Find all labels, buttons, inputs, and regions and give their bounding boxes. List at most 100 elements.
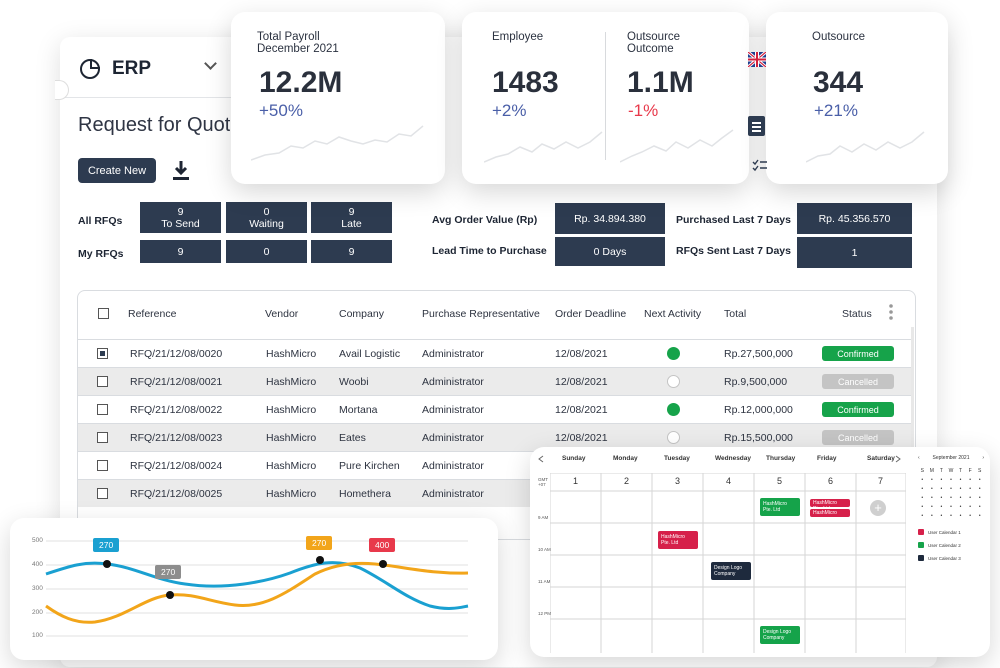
header-purchase-rep[interactable]: Purchase Representative [422,308,540,320]
mini-date-cell[interactable]: • [921,513,924,519]
calendar-user-item[interactable]: User Calendar 3 [918,555,984,561]
calendar-date[interactable]: 5 [777,476,783,486]
kpi-card-employee[interactable]: Employee 1483 +2% Outsource Outcome 1.1M… [462,12,749,184]
calendar-date[interactable]: 4 [726,476,732,486]
mini-date-cell[interactable]: • [978,477,981,483]
mini-date-cell[interactable]: • [940,504,943,510]
mini-date-cell[interactable]: • [930,477,933,483]
table-row[interactable]: RFQ/21/12/08/0024 HashMicro Pure Kirchen Ad… [78,451,914,479]
chevron-right-icon[interactable] [895,455,901,463]
mini-date-cell[interactable]: • [930,504,933,510]
mini-date-cell[interactable]: • [921,495,924,501]
download-icon[interactable] [172,159,190,183]
clock-icon[interactable] [667,347,680,360]
stat-waiting[interactable]: 0 Waiting [226,202,307,233]
row-checkbox[interactable] [97,488,108,499]
table-row[interactable]: RFQ/21/12/08/0021 HashMicro Woobi Administr… [78,367,914,395]
header-order-deadline[interactable]: Order Deadline [555,308,627,320]
mini-date-cell[interactable]: • [950,504,952,510]
header-vendor[interactable]: Vendor [265,308,299,320]
mini-date-cell[interactable]: • [950,477,952,483]
header-next-activity[interactable]: Next Activity [644,308,702,320]
mini-date-cell[interactable]: • [950,495,952,501]
kpi-card-payroll[interactable]: Total Payroll December 2021 12.2M +50% [231,12,445,184]
calendar-event[interactable]: HashMicro Pte. Ltd [658,531,698,549]
add-event-button[interactable]: + [870,500,886,516]
mini-date-cell[interactable]: • [959,495,962,501]
sidebar-toggle[interactable] [55,80,69,100]
chevron-down-icon[interactable] [204,57,217,70]
mini-date-cell[interactable]: • [969,513,972,519]
stat-my-to-send[interactable]: 9 [140,240,221,263]
chevron-left-icon[interactable]: ‹ [918,455,920,461]
clock-icon[interactable] [667,431,680,444]
calendar-user-item[interactable]: User Calendar 2 [918,542,984,548]
header-status[interactable]: Status [842,308,872,320]
calendar-event[interactable]: Design Logo Company [711,562,751,580]
stat-to-send[interactable]: 9 To Send [140,202,221,233]
mini-date-cell[interactable]: • [959,504,962,510]
calendar-date[interactable]: 1 [573,476,579,486]
mini-date-cell[interactable]: • [969,495,972,501]
select-all-checkbox[interactable] [98,308,109,319]
table-scrollbar[interactable] [911,327,914,527]
mini-date-cell[interactable]: • [921,486,924,492]
stat-my-waiting[interactable]: 0 [226,240,307,263]
calendar-event[interactable]: HashMicro [810,509,850,517]
calendar-event[interactable]: Design Logo Company [760,626,800,644]
row-checkbox[interactable] [97,376,108,387]
mini-date-cell[interactable]: • [978,504,981,510]
checklist-icon[interactable] [752,159,768,175]
stat-my-late[interactable]: 9 [311,240,392,263]
app-switcher[interactable]: ERP [60,37,240,99]
mini-date-cell[interactable]: • [940,477,943,483]
mini-date-cell[interactable]: • [978,513,981,519]
calendar-date[interactable]: 3 [675,476,681,486]
mini-date-cell[interactable]: • [940,495,943,501]
calendar-event[interactable]: HashMicro Pte. Ltd [810,499,850,512]
mini-date-cell[interactable]: • [950,486,952,492]
calendar-user-item[interactable]: User Calendar 1 [918,529,984,535]
clock-icon[interactable] [667,403,680,416]
mini-date-cell[interactable]: • [950,513,952,519]
more-vertical-icon[interactable] [888,303,894,321]
row-checkbox[interactable] [97,432,108,443]
mini-date-cell[interactable]: • [930,495,933,501]
stat-late[interactable]: 9 Late [311,202,392,233]
chevron-right-icon[interactable]: › [982,455,984,461]
mini-date-cell[interactable]: • [959,513,962,519]
create-new-button[interactable]: Create New [78,158,156,183]
mini-date-cell[interactable]: • [930,513,933,519]
mini-date-cell[interactable]: • [959,477,962,483]
mini-date-cell[interactable]: • [969,504,972,510]
mini-date-cell[interactable]: • [921,504,924,510]
row-checkbox[interactable] [97,460,108,471]
calendar-date[interactable]: 6 [828,476,834,486]
mini-date-cell[interactable]: • [921,477,924,483]
mini-date-cell[interactable]: • [930,486,933,492]
header-reference[interactable]: Reference [128,308,177,320]
mini-date-cell[interactable]: • [940,486,943,492]
table-row[interactable]: RFQ/21/12/08/0023 HashMicro Eates Administr… [78,423,914,451]
mini-date-cell[interactable]: • [978,486,981,492]
table-row[interactable]: RFQ/21/12/08/0020 HashMicro Avail Logistic… [78,339,914,367]
table-row[interactable]: RFQ/21/12/08/0022 HashMicro Mortana Adminis… [78,395,914,423]
chevron-left-icon[interactable] [538,455,544,463]
menu-icon[interactable] [748,116,765,136]
clock-icon[interactable] [667,375,680,388]
mini-date-cell[interactable]: • [940,513,943,519]
row-checkbox[interactable] [97,404,108,415]
calendar-date[interactable]: 2 [624,476,630,486]
mini-date-cell[interactable]: • [969,486,972,492]
mini-date-cell[interactable]: • [969,477,972,483]
uk-flag-icon[interactable] [748,52,766,67]
header-total[interactable]: Total [724,308,747,320]
row-checkbox[interactable] [97,348,108,359]
kpi-card-outsource[interactable]: Outsource 344 +21% [766,12,948,184]
calendar-date[interactable]: 7 [878,476,884,486]
mini-date-cell[interactable]: • [978,495,981,501]
mini-date-cell[interactable]: • [959,486,962,492]
mini-calendar[interactable]: ‹ September 2021 › S M T W T F S • • • • • • • • • • • • • •… [918,455,984,561]
header-company[interactable]: Company [339,308,384,320]
calendar-card[interactable]: Sunday 1 Monday 2 Tuesday 3 Wednesday 4 Thursday… [530,447,990,657]
